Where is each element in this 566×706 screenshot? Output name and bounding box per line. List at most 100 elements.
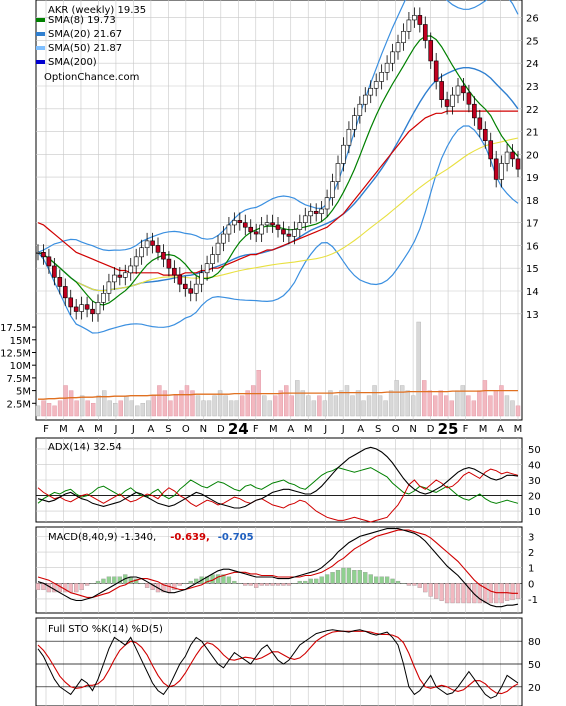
price-candle-body xyxy=(357,103,363,116)
panel-frame-sto xyxy=(35,617,523,706)
price-candle-body xyxy=(286,233,292,237)
volume-bar xyxy=(477,390,482,417)
volume-bar xyxy=(377,395,383,417)
volume-bar xyxy=(372,385,377,417)
macd-histogram-bar xyxy=(346,567,352,584)
volume-bar xyxy=(107,400,112,417)
price-candle-body xyxy=(253,231,259,235)
macd-histogram-bar xyxy=(275,583,281,586)
volume-bar xyxy=(488,395,493,417)
price-candle-body xyxy=(499,163,504,180)
macd-histogram-bar xyxy=(166,583,172,593)
macd-histogram-bar xyxy=(292,583,297,584)
volume-bar xyxy=(482,380,488,417)
volume-bar xyxy=(85,400,90,417)
price-candle-body xyxy=(95,302,101,315)
watermark: OptionChance.com xyxy=(44,72,139,83)
macd-histogram-bar xyxy=(264,583,270,586)
volume-bar xyxy=(422,380,427,417)
x-tick-label: A xyxy=(287,424,294,435)
macd-histogram-bar xyxy=(504,583,510,601)
macd-histogram-bar xyxy=(95,580,101,584)
x-tick-label: O xyxy=(182,424,190,435)
price-tick-label: 19 xyxy=(526,173,539,184)
price-candle-body xyxy=(417,15,423,25)
volume-bar xyxy=(515,405,521,417)
macd-histogram-bar xyxy=(286,583,292,586)
price-candle-body xyxy=(242,222,248,228)
macd-histogram-bar xyxy=(74,583,79,593)
macd-histogram-bar xyxy=(330,572,335,584)
x-tick-label: M xyxy=(269,424,278,435)
volume-bar xyxy=(444,395,449,417)
price-candle-body xyxy=(122,272,128,278)
x-tick-label: N xyxy=(409,424,416,435)
x-tick-label: F xyxy=(43,424,49,435)
price-candle-body xyxy=(362,94,368,105)
macd-histogram-bar xyxy=(374,576,379,584)
macd-histogram-bar xyxy=(254,583,259,588)
price-candle-body xyxy=(248,226,254,233)
macd-histogram-bar xyxy=(314,578,319,584)
macd-histogram-bar xyxy=(112,576,117,584)
price-candle-body xyxy=(308,210,314,217)
volume-bar xyxy=(190,390,195,417)
macd-histogram-bar xyxy=(281,583,286,586)
price-candle-body xyxy=(117,274,123,278)
macd-histogram-bar xyxy=(384,576,390,584)
x-tick-label: F xyxy=(463,424,469,435)
adx-line xyxy=(37,446,519,509)
macd-histogram-bar xyxy=(183,583,188,584)
macd-histogram-bar xyxy=(406,583,412,586)
volume-tick-label: 15M xyxy=(10,336,31,347)
macd-histogram-bar xyxy=(303,580,308,584)
volume-bar xyxy=(102,390,107,417)
adx-tick-label: 30 xyxy=(528,476,541,487)
adx-tick-label: 10 xyxy=(528,507,541,518)
price-candle-body xyxy=(373,81,379,89)
volume-bar xyxy=(399,385,405,417)
macd-histogram-bar xyxy=(106,576,112,584)
volume-bar xyxy=(361,400,366,417)
sto-tick-label: 80 xyxy=(528,637,541,648)
macd-line xyxy=(37,528,519,608)
volume-bar xyxy=(184,385,190,417)
price-tick-label: 22 xyxy=(526,105,539,116)
sma200-legend-swatch xyxy=(36,60,45,64)
macd-histogram-bar xyxy=(510,583,515,601)
macd-histogram-bar xyxy=(395,580,401,584)
volume-bar xyxy=(239,395,245,417)
macd-histogram-bar xyxy=(297,580,302,584)
sma50-legend: SMA(50) 21.87 xyxy=(48,43,122,54)
price-candle-body xyxy=(384,62,390,73)
price-candle-body xyxy=(210,254,215,264)
volume-bar xyxy=(57,400,63,417)
macd-histogram-bar xyxy=(379,576,384,584)
price-candle-body xyxy=(341,144,346,164)
macd-histogram-bar xyxy=(341,567,346,584)
price-tick-label: 14 xyxy=(526,287,539,298)
price-candle-body xyxy=(455,85,461,96)
volume-bar xyxy=(212,395,217,417)
x-tick-label: J xyxy=(113,424,117,435)
x-tick-label: M xyxy=(514,424,523,435)
price-candle-body xyxy=(150,240,155,246)
macd-histogram-bar xyxy=(35,583,41,591)
x-tick-label: A xyxy=(147,424,154,435)
volume-bar xyxy=(228,400,234,417)
price-candle-body xyxy=(466,92,472,105)
price-candle-body xyxy=(155,245,161,253)
bollinger-upper xyxy=(37,0,519,253)
price-candle-body xyxy=(472,103,477,119)
volume-bar xyxy=(344,385,350,417)
price-candle-body xyxy=(73,306,79,312)
macd-histogram-bar xyxy=(324,574,330,584)
volume-bar xyxy=(449,400,454,417)
price-candle-body xyxy=(313,210,319,214)
volume-tick-label: 17.5M xyxy=(0,323,31,334)
price-candle-body xyxy=(57,277,63,287)
price-candle-body xyxy=(199,272,204,285)
price-candle-body xyxy=(79,304,84,312)
price-candle-body xyxy=(297,222,303,230)
